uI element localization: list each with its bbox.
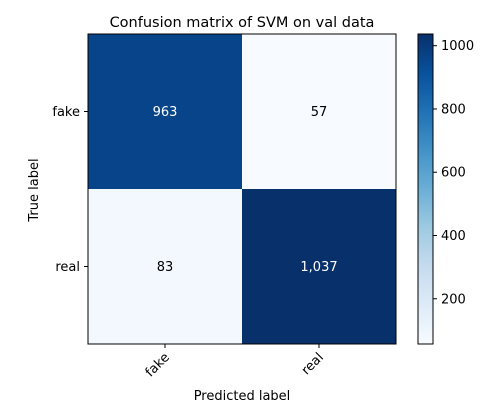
y-axis-ticks: fake real (52, 105, 88, 275)
colorbar-ticks: 200 400 600 800 1000 (433, 39, 474, 307)
colorbar-tick-label: 400 (441, 229, 466, 244)
colorbar-tick-label: 200 (441, 292, 466, 307)
cell-value-label: 57 (311, 105, 328, 120)
x-axis-label: Predicted label (194, 389, 291, 400)
plot-frame (87, 33, 397, 345)
x-axis-ticks: fake real (143, 344, 327, 380)
colorbar-tick-label: 1000 (441, 39, 474, 54)
colorbar-tick-label: 600 (441, 166, 466, 181)
y-axis-label: True label (27, 158, 42, 222)
heatmap-cell (242, 189, 396, 344)
y-tick-label: fake (52, 105, 80, 120)
cell-value-label: 83 (157, 260, 174, 275)
x-tick-label: real (299, 350, 327, 378)
chart-title: Confusion matrix of SVM on val data (110, 15, 375, 31)
cell-value-label: 1,037 (300, 260, 337, 275)
colorbar-tick-label: 800 (441, 102, 466, 117)
heatmap-cell (242, 34, 396, 189)
heatmap-cell (88, 189, 242, 344)
heatmap-cell (88, 34, 242, 189)
y-tick-label: real (55, 260, 80, 275)
heatmap-cells: 963 57 83 1,037 (88, 34, 396, 344)
colorbar (417, 33, 434, 345)
cell-value-label: 963 (153, 105, 178, 120)
x-tick-label: fake (143, 350, 173, 380)
